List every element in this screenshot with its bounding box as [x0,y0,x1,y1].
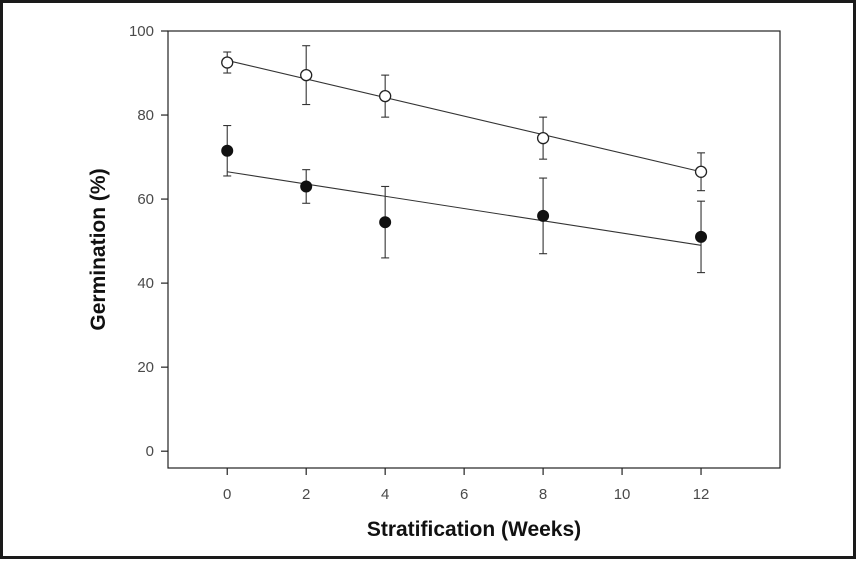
x-tick-label: 0 [223,486,231,503]
y-tick-label: 0 [146,443,154,460]
germination-chart: 0 2 4 6 8 10 12 0 20 40 60 80 100 Stratification (W… [87,23,781,541]
y-tick-label: 60 [137,191,154,208]
x-tick-label: 12 [693,486,710,503]
x-axis: 0 2 4 6 8 10 12 [223,468,709,503]
trendlines [227,59,702,246]
open-circle-point [300,68,313,82]
filled-circle-point [695,230,708,243]
y-axis: 0 20 40 60 80 100 [129,23,168,460]
trendline-series-2 [227,171,702,246]
filled-circle-point [537,209,550,222]
y-tick-label: 80 [137,107,154,124]
y-axis-title: Germination (%) [87,168,110,330]
filled-circle-point [379,216,392,229]
open-circle-point [379,89,392,103]
x-axis-title: Stratification (Weeks) [367,518,581,541]
y-tick-label: 20 [137,359,154,376]
x-tick-label: 10 [614,486,631,503]
error-bars [223,45,706,274]
x-tick-label: 4 [381,486,389,503]
x-tick-label: 2 [302,486,310,503]
x-tick-label: 8 [539,486,547,503]
filled-circle-point [300,180,313,193]
trendline-series-1 [227,59,702,173]
x-tick-label: 6 [460,486,468,503]
data-points [221,56,708,243]
y-tick-label: 40 [137,275,154,292]
filled-circle-point [221,144,234,157]
open-circle-point [536,131,550,145]
plot-area [167,30,781,469]
open-circle-point [221,56,234,69]
open-circle-point [694,165,708,178]
y-tick-label: 100 [129,23,154,40]
